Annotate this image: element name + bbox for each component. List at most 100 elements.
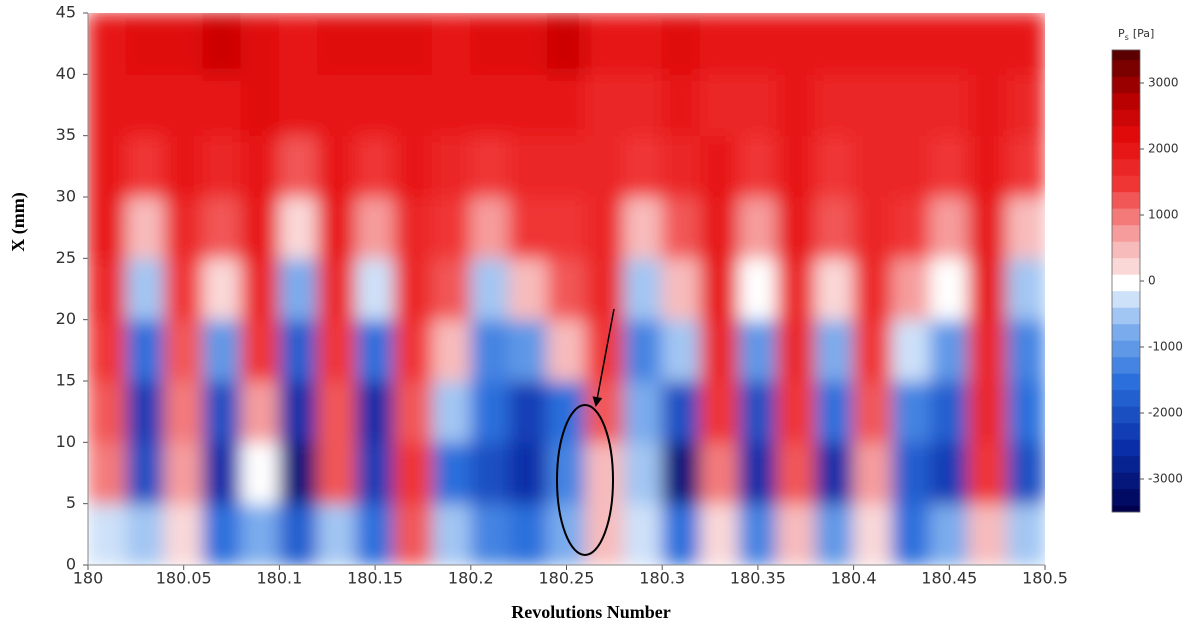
heatmap-cell xyxy=(393,380,434,443)
heatmap-cell xyxy=(891,380,931,443)
heatmap-cell xyxy=(202,135,242,198)
colorbar-band xyxy=(1112,161,1140,166)
y-tick-label: 30 xyxy=(56,187,76,206)
heatmap-cell xyxy=(164,257,204,321)
heatmap-cell xyxy=(125,257,166,321)
colorbar-band xyxy=(1112,310,1140,315)
heatmap-cell xyxy=(661,73,701,137)
heatmap-cell xyxy=(508,135,548,198)
heatmap-cell xyxy=(88,503,127,565)
heatmap-cell xyxy=(929,196,969,259)
heatmap-cell xyxy=(432,13,472,75)
colorbar-band xyxy=(1112,132,1140,137)
heatmap-cell xyxy=(623,135,663,198)
heatmap-cell xyxy=(776,196,816,259)
heatmap-cell xyxy=(929,503,969,565)
heatmap-cell xyxy=(738,13,778,75)
colorbar-band xyxy=(1112,191,1140,196)
colorbar-band xyxy=(1112,409,1140,414)
colorbar-band xyxy=(1112,224,1140,229)
heatmap-cell xyxy=(776,135,816,198)
heatmap-cell xyxy=(853,257,893,321)
heatmap-cell xyxy=(738,196,778,259)
heatmap-cell xyxy=(125,13,166,75)
heatmap-cell xyxy=(585,135,625,198)
heatmap-cell xyxy=(278,380,319,443)
colorbar-band xyxy=(1112,287,1140,292)
heatmap-cell xyxy=(891,13,931,75)
heatmap-cell xyxy=(1006,196,1045,259)
colorbar-band xyxy=(1112,135,1140,140)
heatmap-cell xyxy=(814,196,855,259)
x-tick-label: 180.1 xyxy=(256,569,302,588)
heatmap-cell xyxy=(967,196,1008,259)
heatmap-cell xyxy=(240,13,280,75)
heatmap-cell xyxy=(202,13,242,75)
heatmap-cell xyxy=(1006,380,1045,443)
colorbar-band xyxy=(1112,455,1140,460)
heatmap-cell xyxy=(738,441,778,505)
heatmap-cell xyxy=(738,135,778,198)
colorbar-band xyxy=(1112,353,1140,358)
heatmap-cell xyxy=(891,135,931,198)
heatmap-cell xyxy=(699,257,740,321)
colorbar-band xyxy=(1112,66,1140,71)
heatmap-cell xyxy=(1006,319,1045,382)
y-tick-label: 45 xyxy=(56,3,76,22)
colorbar-band xyxy=(1112,198,1140,203)
heatmap-cell xyxy=(585,441,625,505)
heatmap-cell xyxy=(470,196,510,259)
heatmap-cell xyxy=(202,73,242,137)
colorbar-band xyxy=(1112,485,1140,490)
colorbar-band xyxy=(1112,247,1140,252)
heatmap-cell xyxy=(1006,503,1045,565)
colorbar-band xyxy=(1112,188,1140,193)
colorbar-band xyxy=(1112,462,1140,467)
colorbar-band xyxy=(1112,303,1140,308)
colorbar-band xyxy=(1112,237,1140,242)
heatmap-cell xyxy=(470,257,510,321)
heatmap-cell xyxy=(661,503,701,565)
heatmap-cell xyxy=(470,441,510,505)
heatmap-cell xyxy=(738,257,778,321)
colorbar-band xyxy=(1112,392,1140,397)
x-axis-label: Revolutions Number xyxy=(511,602,671,622)
colorbar-band xyxy=(1112,152,1140,156)
heatmap-cell xyxy=(546,319,587,382)
colorbar-band xyxy=(1112,350,1140,354)
colorbar-band xyxy=(1112,284,1140,288)
heatmap-cell xyxy=(776,503,816,565)
heatmap-cell xyxy=(125,73,166,137)
x-tick-label: 180.4 xyxy=(831,569,877,588)
heatmap-cell xyxy=(967,503,1008,565)
colorbar: -3000 -2000 -1000 0 1000 2000 3000 xyxy=(1111,49,1183,513)
colorbar-band xyxy=(1112,482,1140,486)
heatmap-cell xyxy=(585,380,625,443)
heatmap-cell xyxy=(317,257,357,321)
heatmap-cell xyxy=(88,441,127,505)
heatmap-cell xyxy=(929,257,969,321)
colorbar-band xyxy=(1112,317,1140,321)
colorbar-band xyxy=(1112,241,1140,245)
heatmap-cell xyxy=(853,441,893,505)
heatmap-cell xyxy=(317,503,357,565)
heatmap-cell xyxy=(88,196,127,259)
colorbar-band xyxy=(1112,178,1140,183)
colorbar-band xyxy=(1112,211,1140,216)
heatmap-cell xyxy=(125,380,166,443)
heatmap-cell xyxy=(355,503,395,565)
x-tick-label: 180.45 xyxy=(921,569,977,588)
heatmap-cell xyxy=(699,196,740,259)
heatmap-cell xyxy=(891,257,931,321)
colorbar-band xyxy=(1112,293,1140,298)
heatmap-cell xyxy=(623,441,663,505)
heatmap-cell xyxy=(661,196,701,259)
colorbar-band xyxy=(1112,429,1140,434)
y-tick-label: 0 xyxy=(66,555,76,574)
y-tick-label: 35 xyxy=(56,125,76,144)
colorbar-label: Ps [Pa] xyxy=(1118,27,1154,42)
heatmap-cell xyxy=(355,135,395,198)
heatmap-cell xyxy=(393,13,434,75)
colorbar-band xyxy=(1112,333,1140,338)
colorbar-band xyxy=(1112,49,1140,54)
